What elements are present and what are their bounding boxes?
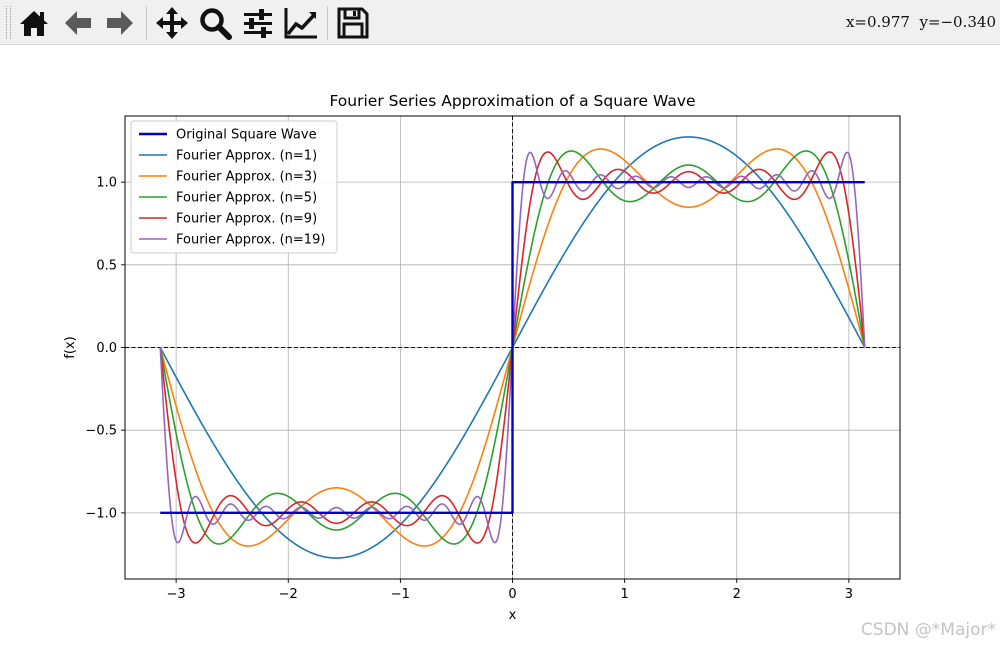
y-axis-label: f(x)	[63, 336, 78, 358]
magnifier-icon	[200, 8, 232, 40]
toolbar-grip[interactable]	[6, 6, 11, 39]
edit-axis-button[interactable]	[283, 5, 319, 41]
legend-label: Original Square Wave	[176, 128, 317, 143]
x-tick-label: −2	[279, 587, 298, 602]
ticks: −3 −2 −1 0 1 2 3 −1.0 −0.5 0.0 0.5 1.0	[85, 176, 853, 602]
legend-label: Fourier Approx. (n=3)	[176, 170, 317, 185]
zoom-button[interactable]	[197, 5, 233, 41]
home-icon	[20, 11, 48, 36]
x-axis-label: x	[509, 608, 517, 623]
toolbar-separator	[146, 6, 147, 40]
y-tick-label: 0.0	[96, 341, 117, 356]
arrow-right-icon	[107, 11, 133, 35]
legend-box	[130, 120, 338, 254]
legend-label: Fourier Approx. (n=1)	[176, 149, 317, 164]
series-line-square-wave	[160, 180, 865, 515]
sliders-icon	[244, 9, 272, 38]
legend: Original Square Wave Fourier Approx. (n=1…	[130, 120, 338, 254]
x-tick-label: 0	[508, 587, 516, 602]
legend-label: Fourier Approx. (n=5)	[176, 191, 317, 206]
floppy-disk-icon	[337, 7, 369, 39]
figure-canvas[interactable]: −3 −2 −1 0 1 2 3 −1.0 −0.5 0.0 0.5 1.0 Fourier Seri…	[0, 45, 1000, 646]
y-tick-label: 1.0	[96, 176, 117, 191]
configure-subplots-button[interactable]	[240, 5, 276, 41]
home-button[interactable]	[16, 5, 52, 41]
y-tick-label: 0.5	[96, 258, 117, 273]
line-chart-icon	[284, 8, 317, 39]
save-button[interactable]	[335, 5, 371, 41]
y-tick-label: −1.0	[85, 506, 117, 521]
chart-title: Fourier Series Approximation of a Square…	[329, 92, 695, 110]
legend-label: Fourier Approx. (n=9)	[176, 212, 317, 227]
toolbar-separator	[327, 6, 328, 40]
arrow-left-icon	[65, 11, 91, 35]
pan-button[interactable]	[154, 5, 190, 41]
x-tick-label: 1	[620, 587, 628, 602]
x-tick-label: 2	[733, 587, 741, 602]
legend-label: Fourier Approx. (n=19)	[176, 233, 325, 248]
cursor-coordinates: x=0.977 y=−0.340	[845, 13, 996, 31]
move-icon	[156, 7, 188, 39]
x-tick-label: −1	[391, 587, 410, 602]
x-tick-label: 3	[845, 587, 853, 602]
toolbar: x=0.977 y=−0.340	[0, 0, 1000, 45]
x-tick-label: −3	[167, 587, 186, 602]
series-lines	[159, 136, 866, 559]
forward-button[interactable]	[102, 5, 138, 41]
y-tick-label: −0.5	[85, 424, 117, 439]
back-button[interactable]	[60, 5, 96, 41]
watermark: CSDN @*Major*	[860, 620, 996, 640]
